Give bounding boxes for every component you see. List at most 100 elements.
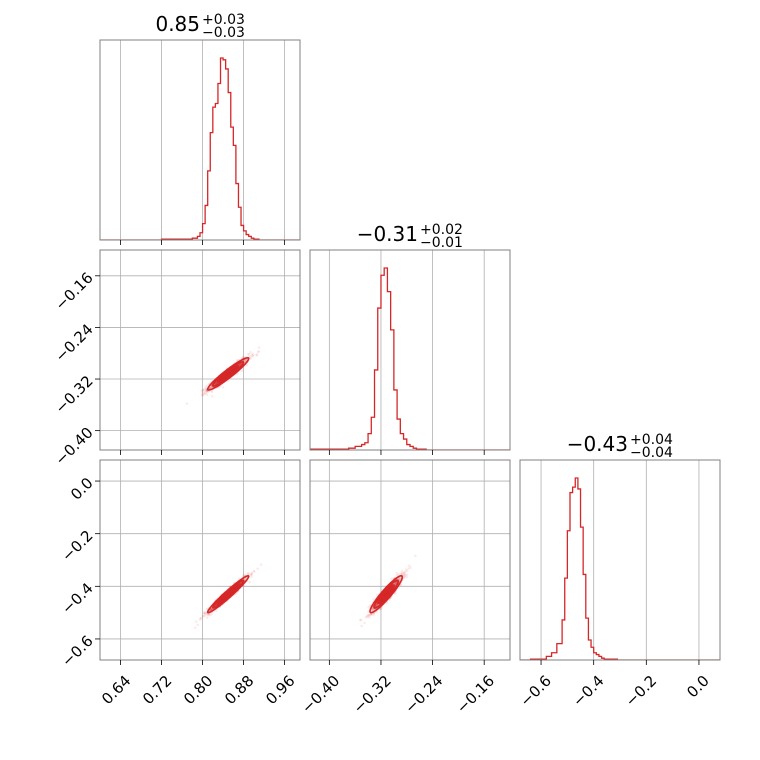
- joint-panel-1-2: [309, 459, 511, 661]
- sample-point: [375, 603, 378, 607]
- title-param-2: −0.43 +0.04 −0.04: [567, 432, 673, 461]
- contour-line: [373, 579, 400, 609]
- x-tick-label: −0.2: [622, 672, 660, 710]
- sample-point: [247, 571, 250, 575]
- contour-line: [222, 588, 235, 600]
- sample-point: [402, 571, 406, 574]
- sample-point: [204, 388, 208, 391]
- x-tick-label: −0.32: [350, 672, 395, 717]
- sample-point: [371, 608, 374, 612]
- sample-point: [398, 576, 401, 580]
- sample-point: [203, 390, 207, 394]
- sample-point: [369, 612, 372, 616]
- x-tick-label: 0.0: [683, 672, 713, 702]
- sample-point: [208, 612, 211, 616]
- sample-point: [372, 598, 375, 601]
- sample-point: [404, 568, 408, 571]
- y-tick-label: −0.4: [58, 579, 96, 617]
- sample-point: [206, 616, 209, 620]
- y-tick-label: −0.6: [58, 632, 96, 670]
- joint-panel-0-1: [99, 249, 301, 451]
- sample-point: [366, 615, 369, 619]
- sample-point: [210, 390, 214, 393]
- sample-point: [375, 603, 379, 607]
- sample-point: [395, 573, 399, 577]
- contour-line: [217, 365, 240, 383]
- sample-point: [202, 614, 205, 617]
- y-tick-label: −0.2: [58, 527, 96, 565]
- title-median: 0.85: [155, 12, 200, 36]
- title-param-1: −0.31 +0.02 −0.01: [357, 222, 463, 251]
- sample-point: [209, 613, 212, 617]
- sample-point: [240, 356, 244, 359]
- sample-point: [403, 573, 406, 577]
- sample-point: [246, 352, 250, 356]
- sample-point: [252, 570, 256, 573]
- sample-point: [206, 613, 210, 616]
- sample-point: [250, 354, 254, 358]
- sample-point: [366, 614, 369, 617]
- sample-point: [203, 392, 207, 396]
- sample-point: [205, 389, 208, 393]
- sample-point: [249, 351, 252, 354]
- sample-point: [206, 613, 210, 617]
- panel-frame: [309, 459, 511, 661]
- sample-point: [202, 389, 206, 392]
- panel-frame: [99, 459, 301, 661]
- sample-point: [403, 570, 407, 574]
- sample-point: [203, 612, 207, 616]
- sample-point: [375, 603, 378, 607]
- joint-panel-0-2: [99, 459, 301, 661]
- sample-point: [202, 611, 206, 615]
- title-plus: +0.02: [420, 222, 463, 238]
- sample-point: [202, 388, 205, 391]
- sample-point: [397, 577, 401, 580]
- sample-point: [248, 355, 251, 358]
- sample-point: [403, 572, 406, 575]
- sample-point: [199, 617, 203, 620]
- sample-point: [405, 575, 408, 579]
- sample-point: [253, 570, 256, 573]
- sample-point: [246, 572, 250, 576]
- sample-point: [255, 354, 259, 357]
- sample-point: [240, 369, 244, 373]
- sample-point: [205, 607, 209, 611]
- sample-point: [398, 577, 402, 580]
- sample-point: [209, 386, 212, 390]
- sample-point: [221, 386, 225, 389]
- sample-point: [244, 359, 247, 362]
- sample-point: [371, 608, 375, 611]
- sample-point: [368, 604, 372, 607]
- sample-point: [214, 609, 218, 612]
- sample-point: [250, 571, 254, 575]
- sample-point: [407, 567, 410, 570]
- sample-point: [201, 394, 204, 397]
- contour-line: [206, 574, 250, 614]
- sample-point: [242, 573, 245, 577]
- sample-point: [364, 615, 368, 619]
- sample-point: [205, 384, 208, 388]
- sample-point: [358, 618, 362, 622]
- contour-line: [381, 588, 391, 600]
- sample-point: [370, 613, 374, 617]
- sample-point: [257, 349, 261, 353]
- sample-point: [368, 616, 371, 619]
- sample-point: [243, 577, 247, 581]
- contour-line: [377, 584, 395, 605]
- x-tick-label: 0.64: [98, 672, 134, 708]
- sample-point: [402, 576, 406, 580]
- sample-point: [201, 388, 205, 392]
- title-minus: −0.01: [420, 235, 463, 251]
- sample-point: [401, 573, 405, 576]
- hist-panel-0: [99, 39, 301, 241]
- sample-point: [249, 573, 253, 577]
- sample-point: [244, 358, 247, 362]
- x-tick-label: −0.6: [516, 672, 554, 710]
- sample-point: [205, 393, 209, 396]
- sample-point: [196, 623, 200, 627]
- sample-point: [250, 575, 253, 578]
- sample-point: [252, 353, 255, 357]
- sample-point: [251, 354, 254, 358]
- sample-point: [394, 591, 397, 595]
